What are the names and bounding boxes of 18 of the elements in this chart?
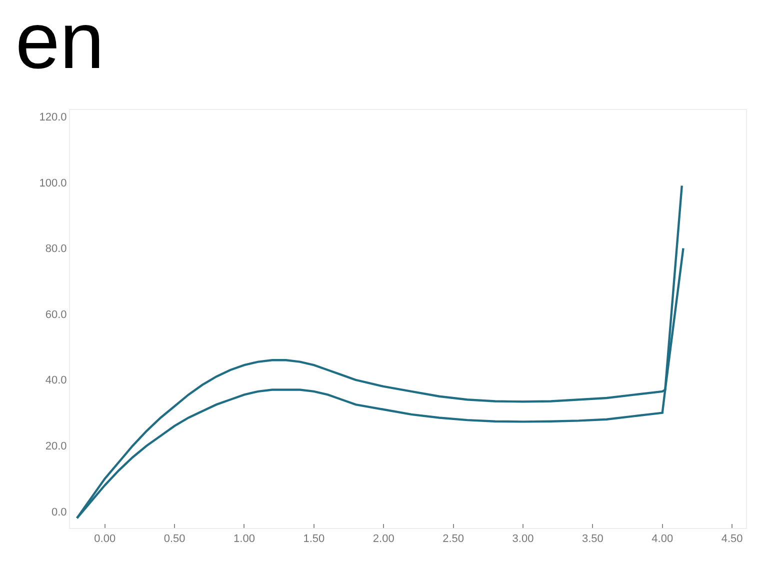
x-tick-label: 1.50	[303, 533, 325, 546]
y-tick-label: 20.0	[45, 440, 67, 453]
x-tick-label: 3.50	[582, 533, 604, 546]
y-tick-label: 100.0	[39, 177, 67, 190]
y-tick-label: 120.0	[39, 111, 67, 124]
x-tick-label: 0.00	[94, 533, 116, 546]
y-tick-label: 0.0	[52, 506, 67, 518]
chart-title: en	[15, 0, 104, 85]
x-tick-label: 4.00	[652, 533, 674, 546]
x-tick-label: 4.50	[721, 533, 743, 546]
y-tick-label: 40.0	[45, 374, 67, 387]
x-tick-label: 0.50	[164, 533, 186, 546]
y-tick-label: 60.0	[45, 308, 67, 321]
x-tick-label: 2.50	[442, 533, 464, 546]
y-tick-label: 80.0	[45, 243, 67, 256]
x-tick-label: 2.00	[372, 533, 394, 546]
x-tick-label: 1.00	[234, 533, 255, 546]
x-tick-label: 3.00	[512, 533, 534, 546]
